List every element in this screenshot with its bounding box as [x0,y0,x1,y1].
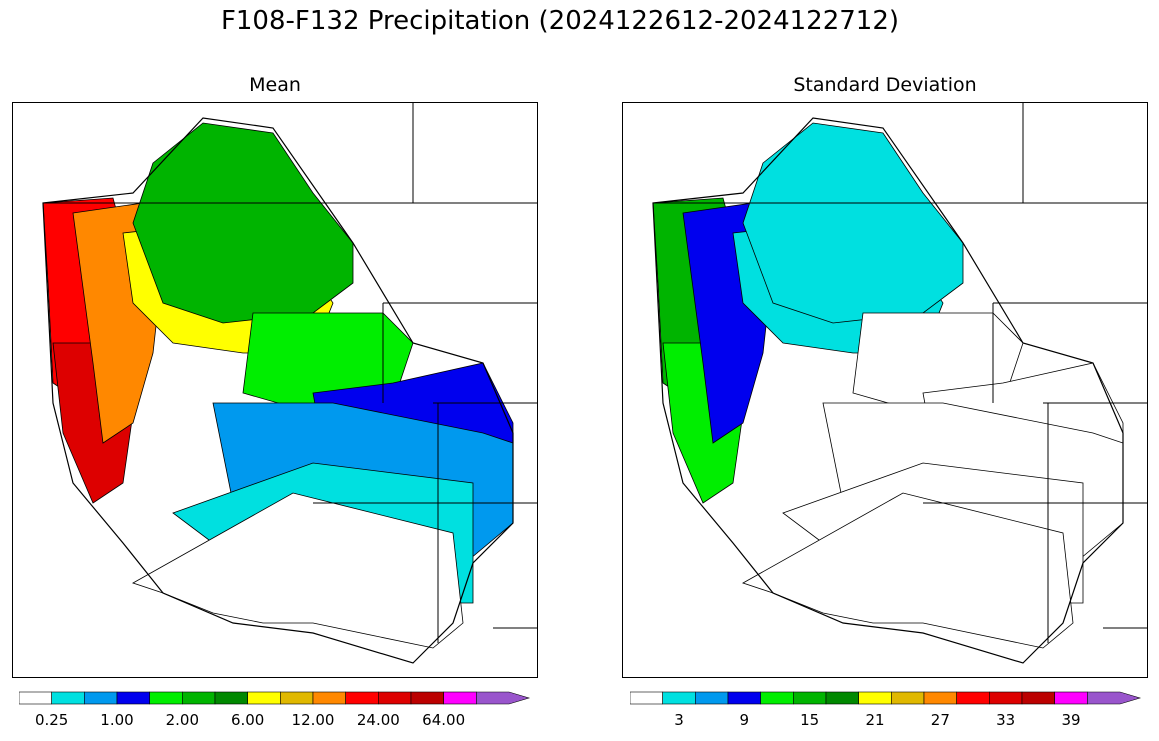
mean-colorbar-bin [280,691,314,705]
mean-colorbar-bin [84,691,118,705]
mean-colorbar-bin [149,691,183,705]
mean-colorbar-tick-label: 2.00 [165,711,200,729]
mean-colorbar-bin [51,691,85,705]
mean-colorbar-extend-arrow [476,691,531,705]
basin-outline [652,117,1124,664]
std-colorbar-bin [695,691,729,705]
std-colorbar-bin [956,691,990,705]
mean-colorbar-tick-label: 12.00 [291,711,335,729]
mean-colorbar-tick-label: 64.00 [422,711,466,729]
std-map-canvas [623,103,1147,677]
mean-colorbar-bin [345,691,379,705]
mean-map-canvas [13,103,537,677]
std-colorbar-tick-label: 27 [930,711,950,729]
mean-colorbar-canvas [18,691,531,705]
std-map [622,102,1148,678]
std-colorbar [629,690,1142,705]
std-colorbar-tick-label: 21 [865,711,885,729]
mean-colorbar-bin [378,691,412,705]
mean-colorbar-tick-label: 1.00 [100,711,134,729]
std-colorbar-bin [858,691,892,705]
std-colorbar-bin [1021,691,1055,705]
std-colorbar-bin [1054,691,1088,705]
std-colorbar-tick-label: 9 [739,711,750,729]
std-colorbar-bin [825,691,859,705]
region-montana-west [742,122,964,324]
mean-colorbar-tick-label: 0.25 [34,711,69,729]
std-colorbar-bin [727,691,761,705]
region-southwest-desert [742,492,1074,649]
std-colorbar-canvas [629,691,1142,705]
std-colorbar-bin [662,691,696,705]
mean-colorbar [18,690,531,705]
mean-map [12,102,538,678]
std-colorbar-extend-arrow [1087,691,1142,705]
std-colorbar-bin [629,691,663,705]
figure-title: F108-F132 Precipitation (2024122612-2024… [220,6,900,36]
std-colorbar-tick-label: 15 [800,711,820,729]
mean-colorbar-bin [410,691,444,705]
std-colorbar-bin [793,691,827,705]
std-colorbar-tick-label: 39 [1061,711,1081,729]
region-southwest-desert [132,492,464,649]
region-montana-west [132,122,354,324]
mean-colorbar-bin [247,691,281,705]
std-colorbar-tick-label: 3 [674,711,684,729]
mean-colorbar-tick-label: 6.00 [230,711,265,729]
mean-colorbar-bin [18,691,52,705]
mean-colorbar-bin [443,691,477,705]
mean-panel-title: Mean [249,74,301,96]
basin-outline [42,117,514,664]
std-colorbar-bin [923,691,957,705]
std-colorbar-bin [760,691,794,705]
mean-colorbar-bin [116,691,150,705]
std-colorbar-bin [989,691,1023,705]
std-colorbar-bin [891,691,925,705]
mean-colorbar-bin [214,691,248,705]
std-panel-title: Standard Deviation [793,74,977,96]
mean-colorbar-bin [182,691,216,705]
mean-colorbar-bin [312,691,346,705]
std-colorbar-tick-label: 33 [996,711,1016,729]
mean-colorbar-tick-label: 24.00 [356,711,400,729]
